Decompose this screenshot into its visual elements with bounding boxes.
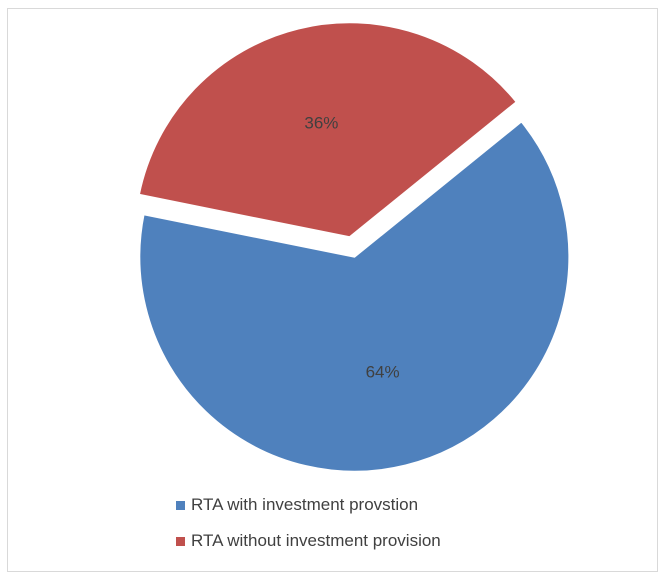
legend-label-without-provision: RTA without investment provision (191, 531, 441, 550)
data-label-without-provision: 36% (304, 113, 338, 132)
pie-slice-with-provision (138, 119, 571, 473)
pie-slices (137, 21, 571, 473)
pie-data-labels: 64% 36% (304, 113, 399, 381)
legend: RTA with investment provstion RTA withou… (176, 492, 441, 564)
legend-item-with-provision: RTA with investment provstion (176, 492, 441, 518)
legend-swatch-with-provision (176, 500, 185, 510)
pie-slice-without-provision (137, 21, 519, 239)
legend-label-with-provision: RTA with investment provstion (191, 495, 419, 514)
data-label-with-provision: 64% (366, 363, 400, 382)
legend-item-without-provision: RTA without investment provision (176, 528, 441, 554)
legend-swatch-without-provision (176, 536, 185, 546)
